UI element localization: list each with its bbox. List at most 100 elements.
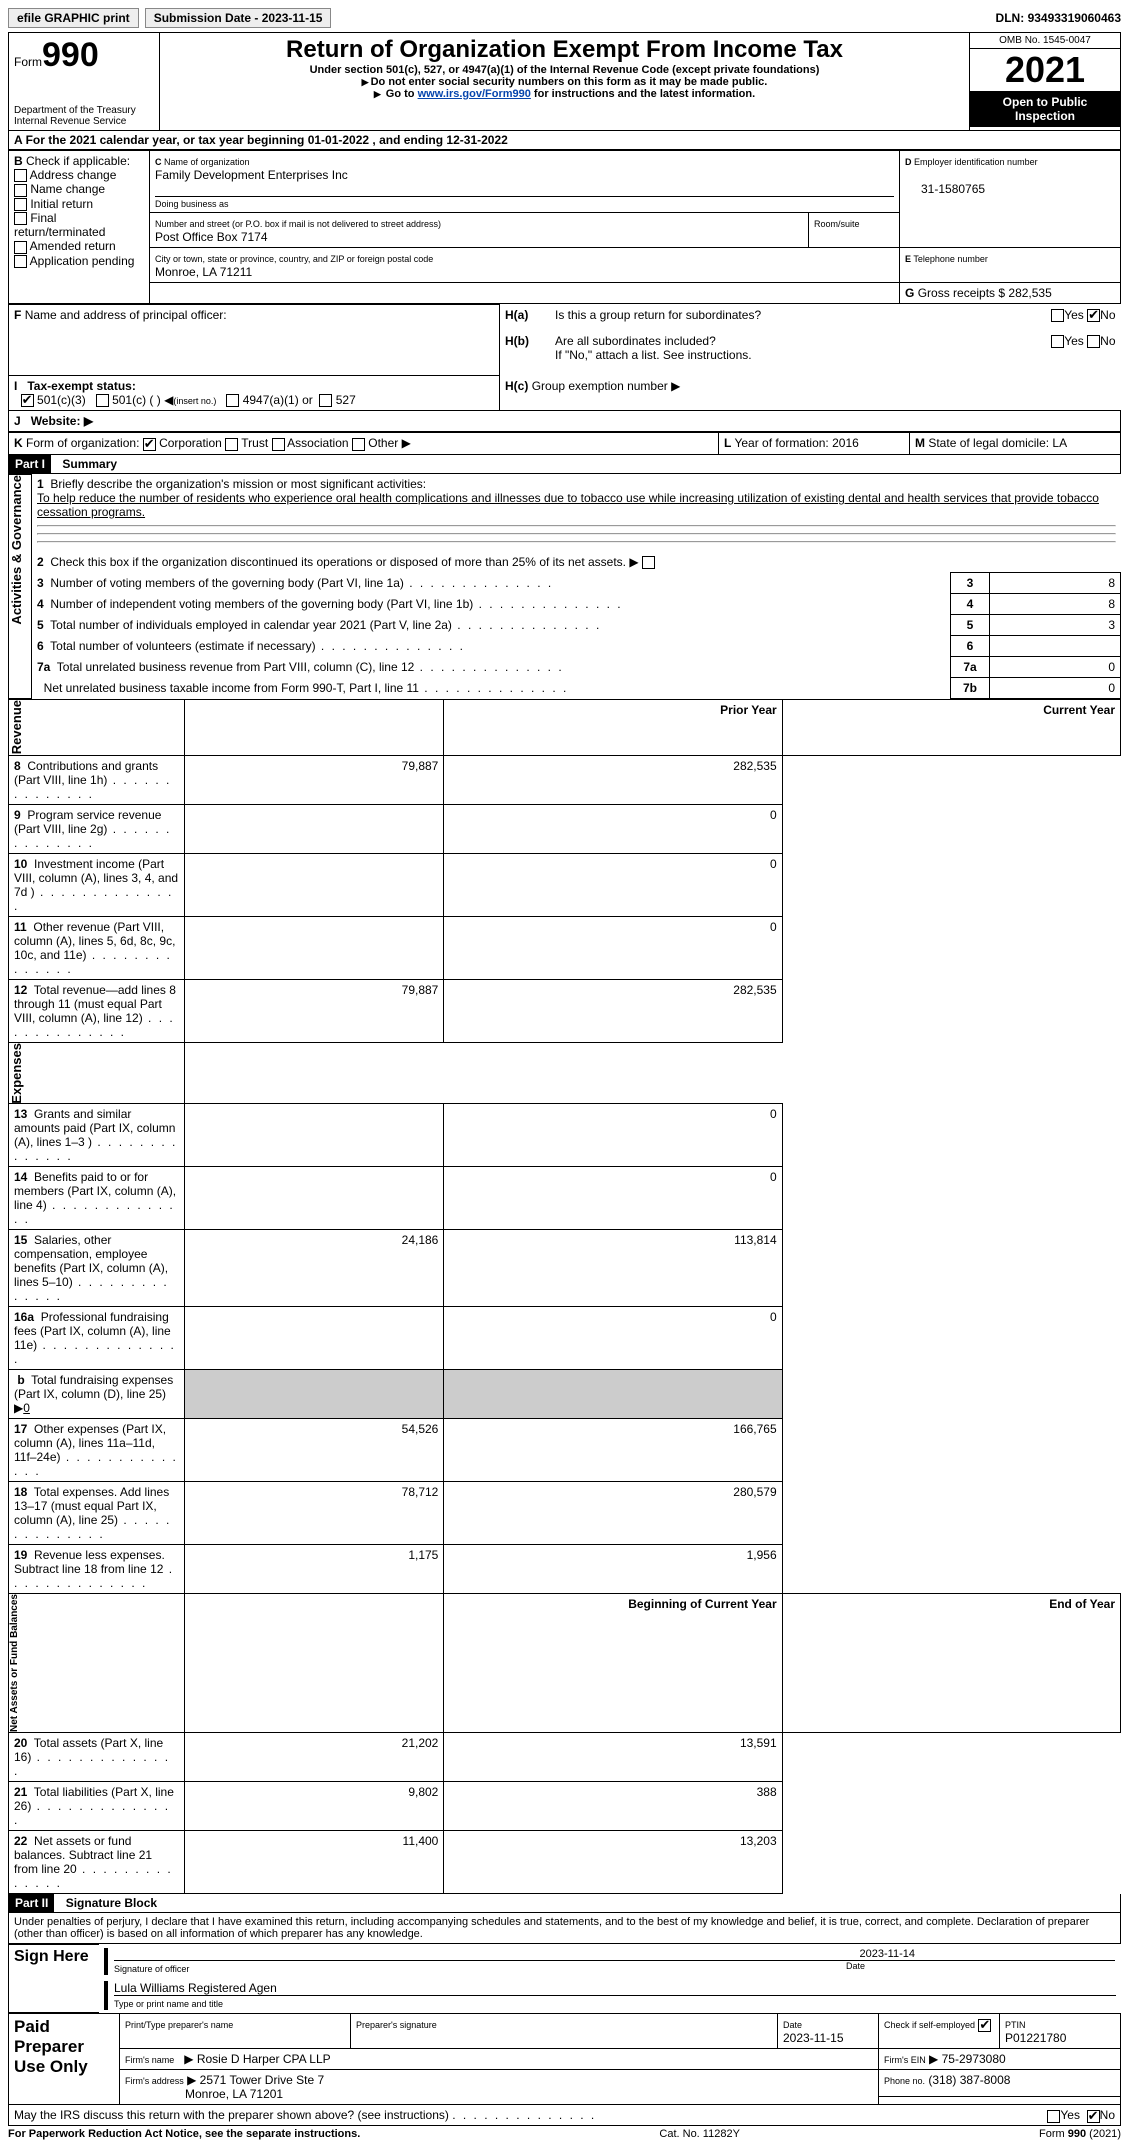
self-emp-checkbox[interactable] bbox=[978, 2019, 991, 2032]
pra-notice: For Paperwork Reduction Act Notice, see … bbox=[8, 2128, 360, 2140]
name-change-checkbox[interactable] bbox=[14, 184, 27, 197]
dept-treasury: Department of the Treasury bbox=[14, 105, 154, 116]
sign-here-label: Sign Here bbox=[14, 1948, 89, 1965]
expense-row: 14 Benefits paid to or for members (Part… bbox=[9, 1167, 1121, 1230]
line1-label: Briefly describe the organization's miss… bbox=[50, 477, 426, 491]
app-pending-checkbox[interactable] bbox=[14, 255, 27, 268]
sidebar-netassets: Net Assets or Fund Balances bbox=[9, 1594, 20, 1732]
discuss-row: May the IRS discuss this return with the… bbox=[8, 2105, 1121, 2126]
financial-table: Revenue Prior Year Current Year 8 Contri… bbox=[8, 699, 1121, 1894]
addr-label: Number and street (or P.O. box if mail i… bbox=[155, 219, 441, 229]
hb-yes-checkbox[interactable] bbox=[1051, 335, 1064, 348]
org-name: Family Development Enterprises Inc bbox=[155, 168, 348, 182]
open-public-box: Open to Public Inspection bbox=[970, 91, 1120, 127]
gross-receipts: 282,535 bbox=[1008, 286, 1051, 300]
preparer-table: Paid Preparer Use Only Print/Type prepar… bbox=[8, 2013, 1121, 2105]
line2-inner: Check this box if the organization disco… bbox=[50, 555, 626, 569]
sig-officer-label: Signature of officer bbox=[114, 1964, 189, 1974]
line-a-text2: , and ending bbox=[369, 133, 446, 147]
assoc-checkbox[interactable] bbox=[272, 438, 285, 451]
entity-block: B Check if applicable: Address change Na… bbox=[8, 150, 1121, 304]
yes-label: Yes bbox=[1064, 308, 1084, 322]
line-a-end: 12-31-2022 bbox=[446, 133, 507, 147]
col-beg: Beginning of Current Year bbox=[628, 1597, 776, 1611]
box-f-label: Name and address of principal officer: bbox=[25, 308, 227, 322]
subtitle-3: Go to www.irs.gov/Form990 for instructio… bbox=[165, 88, 964, 100]
dots-icon bbox=[452, 2108, 596, 2122]
ein-value: 31-1580765 bbox=[905, 182, 985, 196]
opt-527: 527 bbox=[336, 393, 356, 407]
revenue-row: 10 Investment income (Part VIII, column … bbox=[9, 853, 1121, 916]
amended-checkbox[interactable] bbox=[14, 241, 27, 254]
ha-yes-checkbox[interactable] bbox=[1051, 309, 1064, 322]
officer-name: Lula Williams Registered Agen bbox=[114, 1981, 277, 1995]
submission-date-button[interactable]: Submission Date - 2023-11-15 bbox=[145, 8, 332, 28]
501c-checkbox[interactable] bbox=[96, 394, 109, 407]
no-label: No bbox=[1100, 308, 1115, 322]
phone-label: Phone no. bbox=[884, 2076, 925, 2086]
col-prior: Prior Year bbox=[720, 703, 776, 717]
efile-print-button[interactable]: efile GRAPHIC print bbox=[8, 8, 139, 28]
opt-501c3: 501(c)(3) bbox=[37, 393, 86, 407]
dba-label: Doing business as bbox=[155, 196, 894, 209]
discuss-yes-checkbox[interactable] bbox=[1047, 2110, 1060, 2123]
footer-form-num: 990 bbox=[1068, 2128, 1086, 2140]
501c3-checkbox[interactable] bbox=[21, 394, 34, 407]
summary-row: 3 Number of voting members of the govern… bbox=[9, 573, 1121, 594]
discuss-no-checkbox[interactable] bbox=[1087, 2110, 1100, 2123]
sidebar-revenue: Revenue bbox=[9, 700, 24, 754]
addr-change-checkbox[interactable] bbox=[14, 169, 27, 182]
box-k-label: Form of organization: bbox=[26, 436, 139, 450]
tax-year-line: A For the 2021 calendar year, or tax yea… bbox=[8, 131, 1121, 150]
opt-pending: Application pending bbox=[30, 254, 135, 268]
dln-value: 93493319060463 bbox=[1028, 11, 1121, 25]
city-value: Monroe, LA 71211 bbox=[155, 265, 252, 279]
h-c-text: Group exemption number bbox=[532, 379, 668, 393]
col-end: End of Year bbox=[1049, 1597, 1115, 1611]
opt-addr-change: Address change bbox=[30, 168, 117, 182]
h-b-text: Are all subordinates included? bbox=[555, 334, 716, 348]
part1-badge: Part I bbox=[9, 455, 51, 473]
summary-row: 7a Total unrelated business revenue from… bbox=[9, 657, 1121, 678]
date-label: Date bbox=[846, 1961, 865, 1971]
print-name-label: Print/Type preparer's name bbox=[125, 2020, 233, 2030]
form-title: Return of Organization Exempt From Incom… bbox=[165, 36, 964, 64]
opt-amended: Amended return bbox=[30, 239, 116, 253]
final-return-checkbox[interactable] bbox=[14, 212, 27, 225]
ha-no-checkbox[interactable] bbox=[1087, 309, 1100, 322]
form-word: Form bbox=[14, 55, 42, 69]
expense-row: 15 Salaries, other compensation, employe… bbox=[9, 1230, 1121, 1307]
opt-trust: Trust bbox=[241, 436, 268, 450]
state-domicile: LA bbox=[1052, 436, 1067, 450]
4947-checkbox[interactable] bbox=[226, 394, 239, 407]
trust-checkbox[interactable] bbox=[225, 438, 238, 451]
opt-4947: 4947(a)(1) or bbox=[243, 393, 313, 407]
h-b-note: If "No," attach a list. See instructions… bbox=[555, 348, 752, 362]
self-emp-label: Check if self-employed bbox=[884, 2020, 975, 2030]
summary-table: Activities & Governance 1 Briefly descri… bbox=[8, 474, 1121, 700]
opt-final: Final return/terminated bbox=[14, 211, 105, 239]
firm-addr2: Monroe, LA 71201 bbox=[185, 2087, 283, 2101]
opt-initial: Initial return bbox=[30, 197, 93, 211]
box-e-label: Telephone number bbox=[913, 254, 988, 264]
part1-title: Summary bbox=[54, 457, 117, 471]
expense-row: 13 Grants and similar amounts paid (Part… bbox=[9, 1104, 1121, 1167]
line2-checkbox[interactable] bbox=[642, 556, 655, 569]
initial-return-checkbox[interactable] bbox=[14, 198, 27, 211]
irs-link[interactable]: www.irs.gov/Form990 bbox=[418, 88, 531, 100]
expense-row: b Total fundraising expenses (Part IX, c… bbox=[9, 1370, 1121, 1419]
revenue-row: 9 Program service revenue (Part VIII, li… bbox=[9, 804, 1121, 853]
prep-sig-label: Preparer's signature bbox=[356, 2020, 437, 2030]
irs-label: Internal Revenue Service bbox=[14, 116, 154, 127]
goto-text: Go to bbox=[386, 88, 418, 100]
omb-number: OMB No. 1545-0047 bbox=[970, 33, 1120, 49]
other-checkbox[interactable] bbox=[352, 438, 365, 451]
summary-row: Net unrelated business taxable income fr… bbox=[9, 678, 1121, 699]
527-checkbox[interactable] bbox=[319, 394, 332, 407]
firm-ein-label: Firm's EIN bbox=[884, 2055, 926, 2065]
corp-checkbox[interactable] bbox=[143, 438, 156, 451]
revenue-row: 8 Contributions and grants (Part VIII, l… bbox=[9, 755, 1121, 804]
name-title-label: Type or print name and title bbox=[114, 1999, 223, 2009]
hb-no-checkbox[interactable] bbox=[1087, 335, 1100, 348]
h-a-text: Is this a group return for subordinates? bbox=[550, 305, 991, 332]
